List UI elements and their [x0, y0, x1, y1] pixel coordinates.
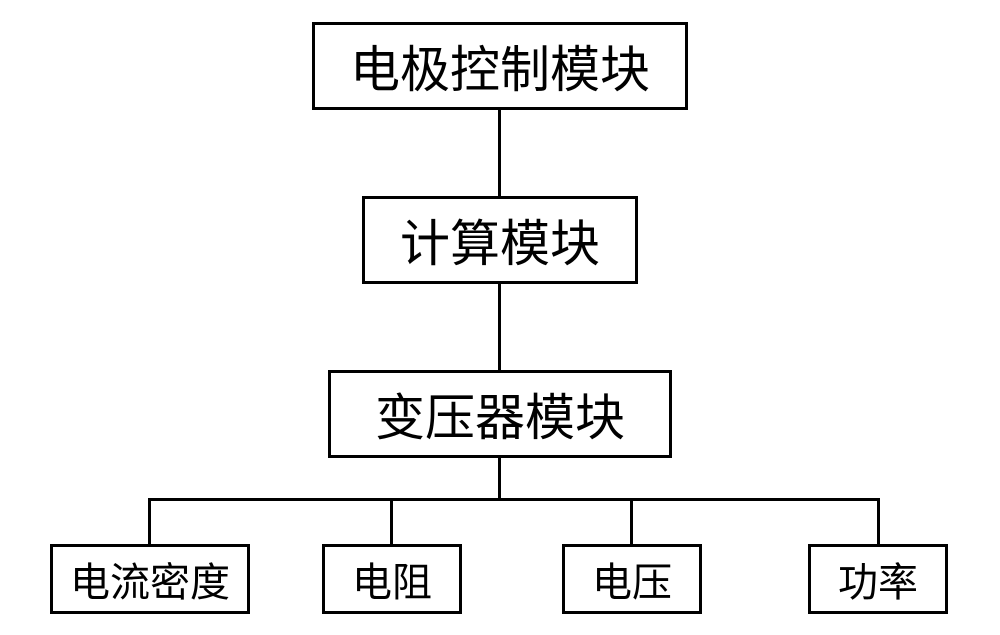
node-electrode-control: 电极控制模块	[312, 22, 688, 110]
edge-hub-to-leaf4	[877, 498, 880, 544]
edge-bottom-to-hub	[498, 458, 501, 501]
edge-hub-to-leaf1	[148, 498, 151, 544]
node-current-density: 电流密度	[50, 544, 250, 614]
node-transformer-module: 变压器模块	[328, 370, 672, 458]
node-compute-module: 计算模块	[362, 196, 638, 284]
node-power: 功率	[808, 544, 948, 614]
edge-horizontal-hub	[148, 498, 880, 501]
node-voltage: 电压	[562, 544, 702, 614]
node-resistance: 电阻	[322, 544, 462, 614]
edge-middle-to-bottom	[498, 284, 501, 370]
edge-top-to-middle	[498, 110, 501, 196]
edge-hub-to-leaf2	[390, 498, 393, 544]
edge-hub-to-leaf3	[630, 498, 633, 544]
